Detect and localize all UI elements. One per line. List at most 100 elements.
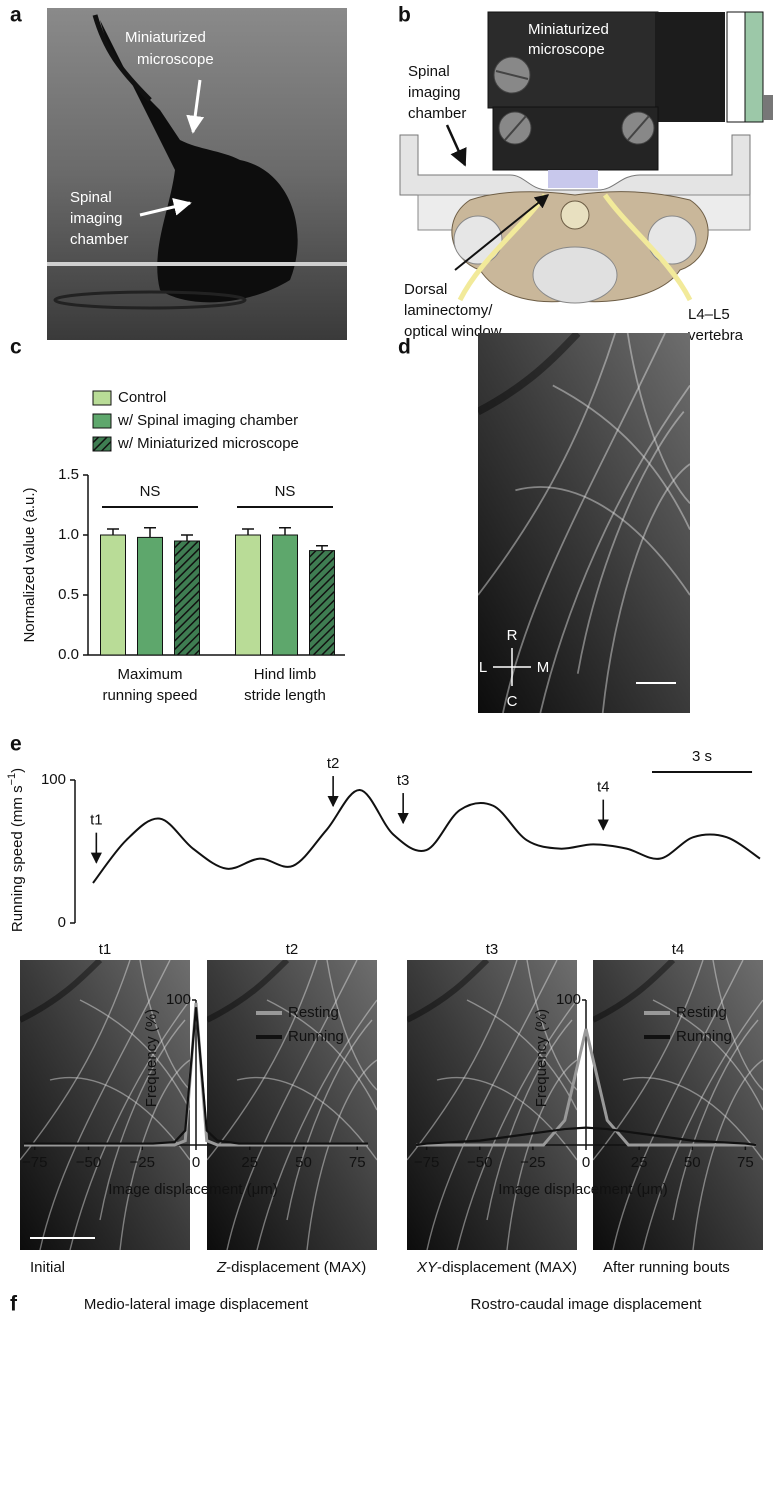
bar <box>100 534 126 656</box>
diagram-b-part <box>655 12 725 122</box>
diagram-b-part <box>744 11 764 123</box>
diagram-b-part <box>454 194 550 271</box>
diagram-b-label-part: microscope <box>528 41 605 58</box>
bar <box>272 534 298 656</box>
diagram-b-label-part: vertebra <box>688 327 744 344</box>
y-tick-label: 1.5 <box>58 466 79 483</box>
significance-label: NS <box>140 483 161 500</box>
error-bar <box>242 528 254 535</box>
photo-a-part <box>92 14 152 102</box>
photo-a-label-part: Spinal <box>70 189 112 206</box>
photo-a-part <box>186 79 205 134</box>
error-bar <box>181 534 193 541</box>
legend-label: Resting <box>676 1004 727 1021</box>
diagram-b-label-part: L4–L5 <box>688 306 730 323</box>
legend-label: Running <box>288 1028 344 1045</box>
y-tick-label: 0.0 <box>58 646 79 663</box>
caption-italic: XY <box>416 1259 438 1276</box>
compass-label: L <box>479 659 487 676</box>
image-d: R L M C <box>478 333 690 713</box>
diagram-b-label-part: Spinal <box>408 63 450 80</box>
photo-a-label-part: imaging <box>70 210 123 227</box>
x-tick-label: −50 <box>467 1154 492 1171</box>
photo-a-label-part: microscope <box>137 51 214 68</box>
photo-a-part <box>47 262 347 266</box>
legend-label: Control <box>118 389 166 406</box>
compass-label: M <box>537 659 550 676</box>
legend-label: Resting <box>288 1004 339 1021</box>
photo-a-label-part: Miniaturized <box>125 29 206 46</box>
x-tick-label: −75 <box>22 1154 47 1171</box>
photo-a: Miniaturized microscope Spinal imaging cham… <box>47 8 347 340</box>
diagram-b-part <box>453 215 503 265</box>
x-tick-label: 25 <box>241 1154 258 1171</box>
diagram-b-label: Dorsal laminectomy/optical window <box>404 281 502 340</box>
y-axis-label: Frequency (%) <box>533 1009 550 1107</box>
x-tick-label: Maximum <box>117 666 182 683</box>
legend-swatch <box>92 390 112 406</box>
legend-label: w/ Miniaturized microscope <box>117 435 299 452</box>
image-caption: Initial <box>30 1259 65 1276</box>
diagram-b-part <box>445 124 467 167</box>
data-line <box>92 789 761 884</box>
image-title: t2 <box>286 941 299 958</box>
x-tick-label: 0 <box>582 1154 590 1171</box>
diagram-b: Miniaturized microscope Spinal imaging cham… <box>399 11 773 344</box>
diagram-b-part <box>504 115 527 141</box>
panel-label: a <box>10 4 22 27</box>
x-tick-label: 50 <box>684 1154 701 1171</box>
panel-label: e <box>10 733 22 756</box>
data-line <box>24 1007 368 1145</box>
caption-text: -displacement (MAX) <box>437 1259 577 1276</box>
panel-label: f <box>10 1293 18 1316</box>
diagram-b-part <box>726 11 746 123</box>
x-tick-label: stride length <box>244 687 326 704</box>
bar <box>309 550 335 656</box>
photo-a-part <box>100 20 298 303</box>
x-axis-label: Image displacement (μm) <box>498 1181 668 1198</box>
legend-swatch <box>92 413 112 429</box>
diagram-b-label-part: imaging <box>408 84 461 101</box>
error-bar <box>144 527 156 538</box>
y-tick-label: 100 <box>166 991 191 1008</box>
caption-text: Initial <box>30 1259 65 1276</box>
x-tick-label: Hind limb <box>254 666 317 683</box>
bar <box>235 534 261 656</box>
bar <box>137 536 163 656</box>
image-d-part <box>478 333 690 713</box>
photo-a-part <box>53 290 247 310</box>
image-row-part <box>20 960 190 1250</box>
diagram-b-part <box>560 200 590 230</box>
x-tick-label: running speed <box>102 687 197 704</box>
diagram-b-part <box>548 170 598 188</box>
data-line <box>415 1126 757 1147</box>
x-tick-label: 25 <box>631 1154 648 1171</box>
legend-swatch <box>92 436 112 452</box>
data-line <box>24 1002 368 1147</box>
x-tick-label: 75 <box>349 1154 366 1171</box>
caption-text: -displacement (MAX) <box>226 1259 366 1276</box>
x-tick-label: −50 <box>76 1154 101 1171</box>
annotation-label: t2 <box>327 755 340 772</box>
diagram-b-part <box>647 215 697 265</box>
chart-title: Medio-lateral image displacement <box>84 1296 309 1313</box>
photo-a-label: Spinal imaging chamber <box>70 189 128 248</box>
image-row-part <box>407 960 577 1250</box>
y-label-text: ) <box>9 768 26 773</box>
error-bar <box>279 527 291 535</box>
y-axis-label: Running speed (mm s−1) <box>6 768 26 932</box>
diagram-b-label: Spinal imaging chamber <box>408 63 466 122</box>
x-tick-label: 0 <box>192 1154 200 1171</box>
bar <box>174 540 200 656</box>
y-tick-label: 0.5 <box>58 586 79 603</box>
diagram-b-part <box>532 246 618 304</box>
annotation-label: t3 <box>397 772 410 789</box>
y-label-text: Running speed (mm s <box>9 785 26 932</box>
legend-label: Running <box>676 1028 732 1045</box>
y-tick-label: 1.0 <box>58 526 79 543</box>
scale-bar-label: 3 s <box>692 748 712 765</box>
panel-label: c <box>10 336 22 359</box>
photo-a-label: Miniaturized microscope <box>125 29 214 68</box>
y-tick-label: 100 <box>556 991 581 1008</box>
